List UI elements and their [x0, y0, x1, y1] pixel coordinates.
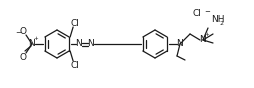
Text: Cl: Cl	[70, 18, 79, 27]
Text: −: −	[15, 30, 21, 36]
Text: NH: NH	[210, 15, 224, 24]
Text: Cl: Cl	[191, 10, 200, 18]
Text: N: N	[87, 40, 94, 48]
Text: Cl: Cl	[70, 61, 79, 70]
Text: +: +	[204, 32, 209, 37]
Text: N: N	[75, 40, 82, 48]
Text: N: N	[28, 40, 35, 48]
Text: 2: 2	[219, 21, 223, 26]
Text: N: N	[176, 40, 183, 48]
Text: O: O	[19, 26, 26, 35]
Text: O: O	[19, 53, 26, 62]
Text: −: −	[203, 9, 209, 15]
Text: +: +	[34, 37, 38, 42]
Text: N: N	[199, 35, 205, 45]
